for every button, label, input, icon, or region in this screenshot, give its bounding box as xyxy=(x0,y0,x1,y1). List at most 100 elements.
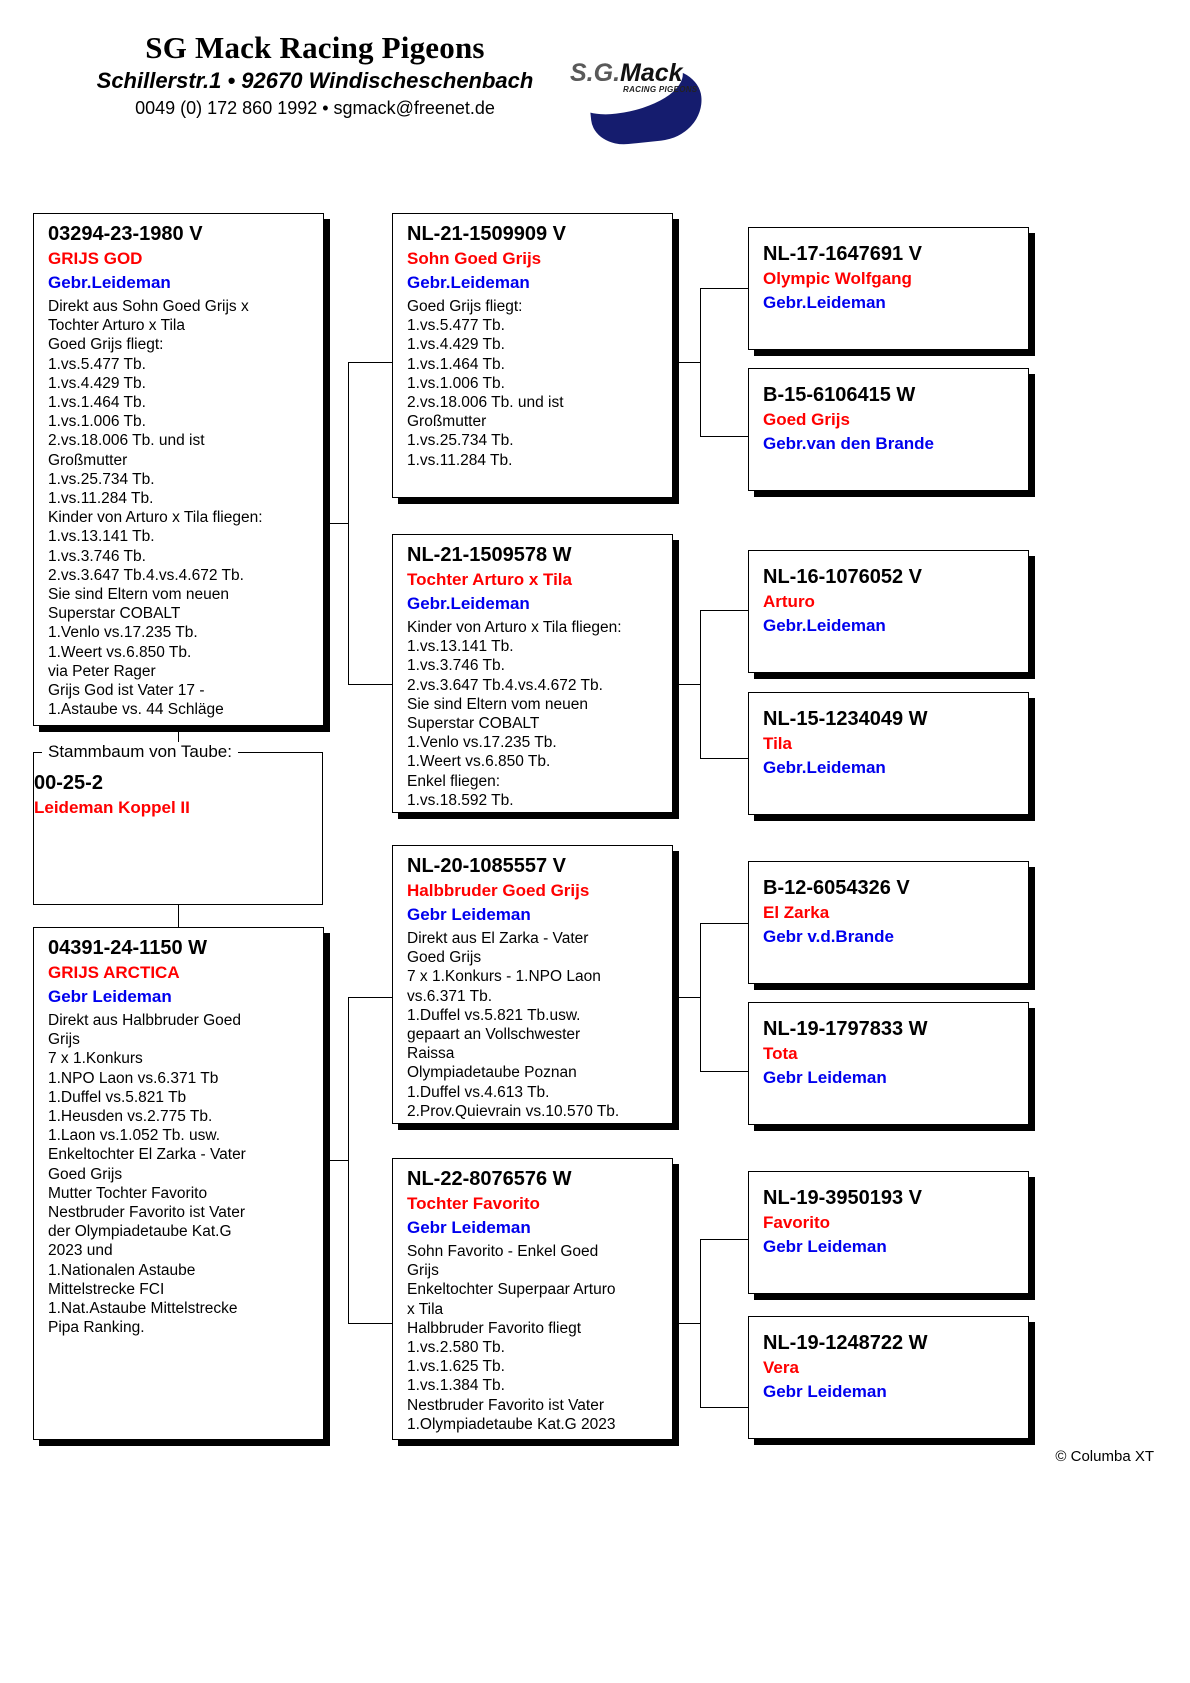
pedigree-box-gen3-5[interactable]: B-12-6054326 V El Zarka Gebr v.d.Brande xyxy=(748,861,1029,984)
dam-breeder: Gebr Leideman xyxy=(48,987,172,1006)
connector-dam-to-bracket xyxy=(326,1160,348,1161)
gen3-1-breeder: Gebr.Leideman xyxy=(763,293,886,312)
stammbaum-box: 00-25-2 Leideman Koppel II xyxy=(33,752,323,905)
pedigree-box-gen3-6[interactable]: NL-19-1797833 W Tota Gebr Leideman xyxy=(748,1002,1029,1125)
gen3-1-name: Olympic Wolfgang xyxy=(763,269,912,288)
connector-bracket-dam-vertical xyxy=(348,997,349,1323)
pedigree-box-gen3-2[interactable]: B-15-6106415 W Goed Grijs Gebr.van den B… xyxy=(748,368,1029,491)
gen2c-notes: Direkt aus El Zarka - Vater Goed Grijs 7… xyxy=(407,930,620,1120)
header-text-block: SG Mack Racing Pigeons Schillerstr.1 • 9… xyxy=(60,30,570,121)
gen3-5-ring-number: B-12-6054326 V xyxy=(763,877,910,899)
connector-bracket-gen2b-vertical xyxy=(700,610,701,758)
connector-bracket-to-gen3-8 xyxy=(700,1407,748,1408)
gen3-6-name: Tota xyxy=(763,1044,798,1063)
gen2a-notes: Goed Grijs fliegt: 1.vs.5.477 Tb. 1.vs.4… xyxy=(407,298,564,469)
connector-bracket-to-gen2b xyxy=(348,684,392,685)
pedigree-box-gen2-d[interactable]: NL-22-8076576 W Tochter Favorito Gebr Le… xyxy=(392,1158,673,1440)
gen2a-name: Sohn Goed Grijs xyxy=(407,249,542,268)
gen2b-notes: Kinder von Arturo x Tila fliegen: 1.vs.1… xyxy=(407,619,622,809)
stammbaum-label: Stammbaum von Taube: xyxy=(42,742,238,762)
gen3-5-breeder: Gebr v.d.Brande xyxy=(763,927,894,946)
gen3-4-name: Tila xyxy=(763,734,792,753)
connector-bracket-to-gen3-3 xyxy=(700,610,748,611)
gen2d-breeder: Gebr Leideman xyxy=(407,1218,531,1237)
gen2c-breeder: Gebr Leideman xyxy=(407,905,531,924)
company-address: Schillerstr.1 • 92670 Windischeschenbach xyxy=(96,68,534,93)
connector-bracket-to-gen2a xyxy=(348,362,392,363)
gen2a-breeder: Gebr.Leideman xyxy=(407,273,530,292)
pedigree-box-gen2-b[interactable]: NL-21-1509578 W Tochter Arturo x Tila Ge… xyxy=(392,534,673,813)
gen3-4-breeder: Gebr.Leideman xyxy=(763,758,886,777)
connector-gen2d-to-bracket xyxy=(672,1323,700,1324)
connector-bracket-to-gen3-2 xyxy=(700,436,748,437)
gen3-3-name: Arturo xyxy=(763,592,815,611)
connector-gen2a-to-bracket xyxy=(672,362,700,363)
sire-notes: Direkt aus Sohn Goed Grijs x Tochter Art… xyxy=(48,298,263,719)
connector-bracket-sire-vertical xyxy=(348,362,349,684)
gen2d-notes: Sohn Favorito - Enkel Goed Grijs Enkelto… xyxy=(407,1243,616,1433)
pedigree-box-gen3-7[interactable]: NL-19-3950193 V Favorito Gebr Leideman xyxy=(748,1171,1029,1294)
gen2b-name: Tochter Arturo x Tila xyxy=(407,570,572,589)
connector-bracket-to-gen3-1 xyxy=(700,288,748,289)
logo-sg-text: S.G. xyxy=(570,59,621,87)
gen2c-ring-number: NL-20-1085557 V xyxy=(407,855,566,877)
gen3-3-ring-number: NL-16-1076052 V xyxy=(763,566,922,588)
gen2d-name: Tochter Favorito xyxy=(407,1194,540,1213)
pedigree-box-gen3-8[interactable]: NL-19-1248722 W Vera Gebr Leideman xyxy=(748,1316,1029,1439)
pedigree-box-gen3-4[interactable]: NL-15-1234049 W Tila Gebr.Leideman xyxy=(748,692,1029,815)
gen2b-breeder: Gebr.Leideman xyxy=(407,594,530,613)
gen3-7-name: Favorito xyxy=(763,1213,831,1232)
connector-bracket-to-gen2c xyxy=(348,997,392,998)
connector-bracket-to-gen3-4 xyxy=(700,758,748,759)
pedigree-box-gen2-c[interactable]: NL-20-1085557 V Halbbruder Goed Grijs Ge… xyxy=(392,845,673,1124)
connector-gen2c-to-bracket xyxy=(672,997,700,998)
pedigree-box-sire[interactable]: 03294-23-1980 V GRIJS GOD Gebr.Leideman … xyxy=(33,213,324,726)
dam-name: GRIJS ARCTICA xyxy=(48,963,180,982)
gen3-5-name: El Zarka xyxy=(763,903,830,922)
gen3-7-ring-number: NL-19-3950193 V xyxy=(763,1187,922,1209)
connector-bracket-gen2d-vertical xyxy=(700,1239,701,1407)
gen3-6-ring-number: NL-19-1797833 W xyxy=(763,1018,928,1040)
gen3-8-name: Vera xyxy=(763,1358,799,1377)
gen3-2-breeder: Gebr.van den Brande xyxy=(763,434,934,453)
connector-owner-to-dam xyxy=(178,905,179,927)
connector-bracket-gen2c-vertical xyxy=(700,923,701,1071)
gen3-6-breeder: Gebr Leideman xyxy=(763,1068,887,1087)
gen3-2-name: Goed Grijs xyxy=(763,410,850,429)
pedigree-box-dam[interactable]: 04391-24-1150 W GRIJS ARCTICA Gebr Leide… xyxy=(33,927,324,1440)
gen3-8-ring-number: NL-19-1248722 W xyxy=(763,1332,928,1354)
connector-bracket-to-gen3-5 xyxy=(700,923,748,924)
gen3-7-breeder: Gebr Leideman xyxy=(763,1237,887,1256)
pedigree-box-gen3-3[interactable]: NL-16-1076052 V Arturo Gebr.Leideman xyxy=(748,550,1029,673)
dam-notes: Direkt aus Halbbruder Goed Grijs 7 x 1.K… xyxy=(48,1012,246,1337)
sg-mack-logo: S.G.Mack RACING PIGEONS xyxy=(566,52,706,148)
gen2b-ring-number: NL-21-1509578 W xyxy=(407,544,572,566)
sire-name: GRIJS GOD xyxy=(48,249,143,268)
logo-wordmark: S.G.Mack xyxy=(570,60,683,86)
gen3-1-ring-number: NL-17-1647691 V xyxy=(763,243,922,265)
owner-name: Leideman Koppel II xyxy=(34,798,190,817)
connector-bracket-gen2a-vertical xyxy=(700,288,701,436)
company-title: SG Mack Racing Pigeons xyxy=(145,30,485,65)
pedigree-box-gen2-a[interactable]: NL-21-1509909 V Sohn Goed Grijs Gebr.Lei… xyxy=(392,213,673,498)
page-header: SG Mack Racing Pigeons Schillerstr.1 • 9… xyxy=(0,0,1190,160)
connector-gen2b-to-bracket xyxy=(672,684,700,685)
gen3-3-breeder: Gebr.Leideman xyxy=(763,616,886,635)
connector-sire-to-owner xyxy=(178,726,179,752)
gen2d-ring-number: NL-22-8076576 W xyxy=(407,1168,572,1190)
owner-ring-number: 00-25-2 xyxy=(34,772,103,794)
gen3-8-breeder: Gebr Leideman xyxy=(763,1382,887,1401)
logo-mack-text: Mack xyxy=(620,59,683,87)
company-contact: 0049 (0) 172 860 1992 • sgmack@freenet.d… xyxy=(135,98,495,118)
gen3-4-ring-number: NL-15-1234049 W xyxy=(763,708,928,730)
dam-ring-number: 04391-24-1150 W xyxy=(48,937,208,959)
connector-bracket-to-gen2d xyxy=(348,1323,392,1324)
sire-breeder: Gebr.Leideman xyxy=(48,273,171,292)
gen3-2-ring-number: B-15-6106415 W xyxy=(763,384,916,406)
copyright-notice: © Columba XT xyxy=(1055,1448,1154,1465)
connector-sire-to-bracket xyxy=(326,523,348,524)
sire-ring-number: 03294-23-1980 V xyxy=(48,223,203,245)
connector-bracket-to-gen3-7 xyxy=(700,1239,748,1240)
pedigree-box-gen3-1[interactable]: NL-17-1647691 V Olympic Wolfgang Gebr.Le… xyxy=(748,227,1029,350)
gen2c-name: Halbbruder Goed Grijs xyxy=(407,881,590,900)
